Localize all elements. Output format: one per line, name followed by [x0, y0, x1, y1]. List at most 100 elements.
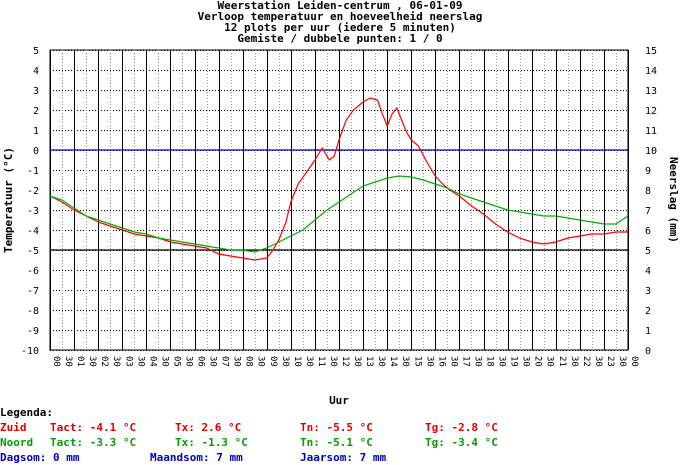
- x-tick-label-half: 30: [183, 356, 193, 367]
- x-tick-label: 09: [268, 356, 278, 367]
- legend-zuid-tx: Tx: 2.6 °C: [175, 421, 242, 434]
- y-tick-label: -10: [21, 346, 39, 357]
- x-tick-label-half: 30: [593, 356, 603, 367]
- x-tick-label: 18: [485, 356, 495, 367]
- legend-noord-name: Noord: [0, 436, 34, 449]
- x-tick-label-half: 30: [111, 356, 121, 367]
- legend-noord-tg: Tg: -3.4 °C: [425, 436, 498, 449]
- x-tick-label: 01: [75, 356, 85, 367]
- x-tick-label: 20: [533, 356, 543, 367]
- y-tick-label: -4: [27, 226, 39, 237]
- x-tick-label-half: 30: [232, 356, 242, 367]
- x-tick-label: 14: [388, 356, 398, 367]
- chart-title-line-3: 12 plots per uur (iedere 5 minuten): [224, 21, 456, 34]
- legend-rain-day: Dagsom: 0 mm: [0, 451, 80, 464]
- x-tick-label-half: 30: [376, 356, 386, 367]
- x-tick-label-half: 30: [545, 356, 555, 367]
- y2-tick-label: 0: [645, 346, 651, 357]
- chart-title-line-1: Weerstation Leiden-centrum , 06-01-09: [217, 0, 463, 12]
- temperature-chart: 5 154 143 132 121 110 10-1 9-2 8-3 7-4 6-5 5-6 4-7 3-…: [2, 46, 680, 405]
- x-tick-label: 12: [340, 356, 350, 367]
- legend-noord-tx: Tx: -1.3 °C: [175, 436, 248, 449]
- x-tick-label: 06: [196, 356, 206, 367]
- x-tick-label: 00: [51, 356, 61, 367]
- y2-tick-label: 14: [645, 66, 657, 77]
- legend-rain-year: Jaarsom: 7 mm: [300, 451, 387, 464]
- y2-tick-label: 9: [645, 166, 651, 177]
- legend-title: Legenda:: [0, 406, 53, 419]
- legend-zuid-name: Zuid: [0, 421, 27, 434]
- y2-tick-label: 7: [645, 206, 651, 217]
- x-tick-label: 02: [99, 356, 109, 367]
- chart-title-line-2: Verloop temperatuur en hoeveelheid neers…: [197, 10, 483, 23]
- y2-tick-label: 5: [645, 246, 651, 257]
- y-tick-label: 5: [33, 46, 39, 57]
- x-tick-label-half: 30: [497, 356, 507, 367]
- x-tick-label-half: 30: [617, 356, 627, 367]
- y-tick-label: 4: [33, 66, 39, 77]
- y2-tick-label: 11: [645, 126, 657, 137]
- x-tick-label-half: 30: [424, 356, 434, 367]
- x-tick-label-half: 30: [135, 356, 145, 367]
- x-tick-label-half: 30: [521, 356, 531, 367]
- y-tick-label: -8: [27, 306, 39, 317]
- x-tick-label-half: 30: [352, 356, 362, 367]
- chart-title-line-4: Gemiste / dubbele punten: 1 / 0: [237, 32, 443, 45]
- x-tick-label: 03: [123, 356, 133, 367]
- x-tick-label-half: 30: [63, 356, 73, 367]
- x-tick-label-half: 30: [256, 356, 266, 367]
- x-tick-label-half: 30: [280, 356, 290, 367]
- y2-tick-label: 8: [645, 186, 651, 197]
- y-tick-label: 2: [33, 106, 39, 117]
- y-tick-label: -5: [27, 246, 39, 257]
- y2-tick-label: 2: [645, 306, 651, 317]
- y-tick-label: -1: [27, 166, 39, 177]
- y2-tick-label: 3: [645, 286, 651, 297]
- y-axis-label: Temperatuur (°C): [2, 147, 15, 253]
- x-tick-label: 13: [364, 356, 374, 367]
- x-tick-label: 11: [316, 356, 326, 367]
- legend-zuid-tg: Tg: -2.8 °C: [425, 421, 498, 434]
- x-tick-label: 05: [171, 356, 181, 367]
- y2-tick-label: 6: [645, 226, 651, 237]
- y2-tick-label: 4: [645, 266, 651, 277]
- x-tick-label-half: 30: [304, 356, 314, 367]
- y-tick-label: 0: [33, 146, 39, 157]
- series-line-zuid: [49, 97, 628, 261]
- legend: Legenda: Zuid Tact: -4.1 °C Tx: 2.6 °C T…: [0, 405, 680, 465]
- chart-title-block: Weerstation Leiden-centrum , 06-01-09 Ve…: [0, 0, 680, 44]
- y-tick-label: 1: [33, 126, 39, 137]
- x-tick-label-half: 30: [400, 356, 410, 367]
- x-tick-label-half: 30: [87, 356, 97, 367]
- legend-noord-tn: Tn: -5.1 °C: [300, 436, 373, 449]
- x-tick-label: 21: [557, 356, 567, 367]
- y2-tick-label: 13: [645, 86, 657, 97]
- legend-noord-tact: Tact: -3.3 °C: [50, 436, 137, 449]
- y2-tick-label: 1: [645, 326, 651, 337]
- legend-zuid-tact: Tact: -4.1 °C: [50, 421, 137, 434]
- y-tick-label: 3: [33, 86, 39, 97]
- x-axis-label: Uur: [329, 394, 349, 405]
- y2-tick-label: 12: [645, 106, 657, 117]
- x-tick-label: 16: [436, 356, 446, 367]
- x-tick-label-half: 30: [448, 356, 458, 367]
- y-tick-label: -9: [27, 326, 39, 337]
- legend-zuid-tn: Tn: -5.5 °C: [300, 421, 373, 434]
- y-tick-label: -6: [27, 266, 39, 277]
- y2-tick-label: 10: [645, 146, 657, 157]
- x-tick-label-half: 30: [472, 356, 482, 367]
- x-tick-label: 07: [220, 356, 230, 367]
- series-line-noord: [49, 175, 629, 253]
- x-tick-label-half: 30: [159, 356, 169, 367]
- legend-rain-month: Maandsom: 7 mm: [150, 451, 243, 464]
- y2-tick-label: 15: [645, 46, 657, 57]
- x-tick-label: 04: [147, 356, 157, 367]
- y-tick-label: -7: [27, 286, 39, 297]
- x-tick-label: 00: [629, 356, 639, 367]
- x-tick-label-half: 30: [569, 356, 579, 367]
- y-tick-label: -2: [27, 186, 39, 197]
- y-tick-label: -3: [27, 206, 39, 217]
- x-tick-label: 17: [460, 356, 470, 367]
- x-tick-label: 23: [605, 356, 615, 367]
- x-tick-label-half: 30: [208, 356, 218, 367]
